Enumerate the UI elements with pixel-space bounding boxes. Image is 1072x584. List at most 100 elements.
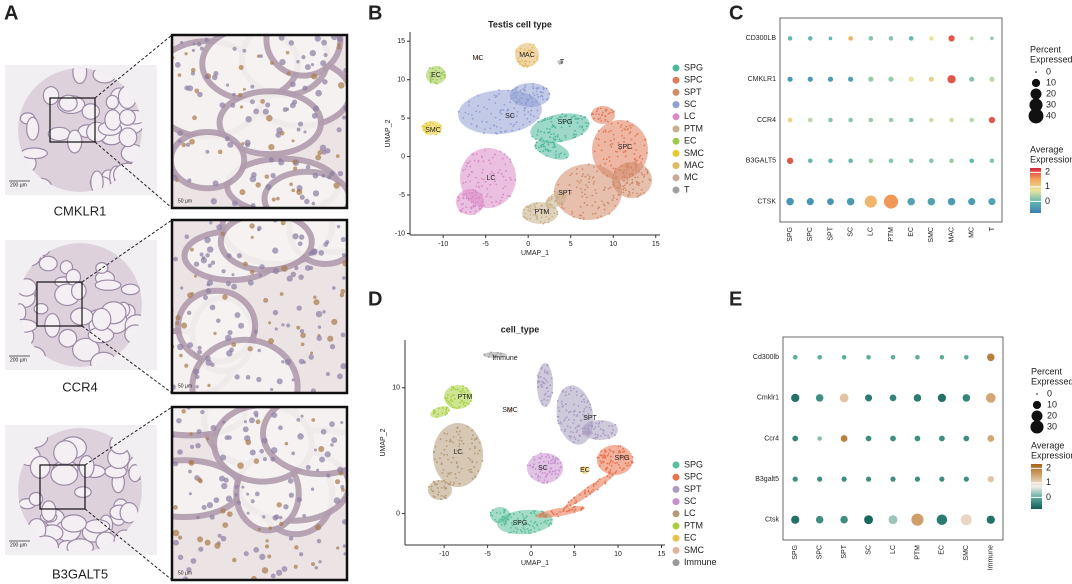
- nucleus: [302, 360, 306, 364]
- cell-point: [575, 431, 578, 434]
- cell-point: [539, 515, 542, 518]
- cell-point: [529, 532, 532, 534]
- cell-point: [554, 126, 557, 129]
- cell-point: [576, 118, 579, 121]
- cell-point: [533, 94, 536, 97]
- size-legend-dot: [1036, 393, 1038, 395]
- cell-point: [535, 87, 538, 90]
- cell-point: [512, 125, 514, 128]
- cell-point: [510, 522, 513, 524]
- nucleus: [276, 569, 283, 576]
- cell-point: [422, 125, 425, 128]
- expression-dot: [929, 117, 934, 123]
- cell-point: [568, 509, 571, 512]
- cell-point: [540, 467, 542, 470]
- nucleus: [322, 79, 328, 85]
- cell-point: [557, 422, 560, 425]
- zoom-link: [84, 406, 173, 466]
- cell-point: [468, 160, 471, 163]
- cell-point: [459, 449, 461, 451]
- cell-point: [561, 390, 564, 393]
- cell-point: [503, 522, 506, 525]
- cell-point: [538, 461, 541, 464]
- cell-point: [558, 153, 561, 156]
- tubule: [118, 108, 136, 126]
- cell-point: [568, 184, 571, 186]
- expression-dot: [936, 514, 948, 525]
- cell-point: [506, 109, 509, 112]
- expression-dot: [960, 514, 972, 526]
- nucleus: [225, 495, 233, 502]
- nucleus: [246, 492, 250, 496]
- cell-point: [551, 141, 554, 144]
- nucleus: [195, 374, 200, 380]
- nucleus: [249, 449, 256, 456]
- expression-dot: [928, 76, 934, 82]
- cluster-label: PTM: [535, 209, 550, 216]
- cell-point: [588, 406, 591, 409]
- cell-point: [637, 194, 640, 197]
- color-tick-label: 0: [1046, 492, 1051, 502]
- cluster-label: SPG: [513, 520, 528, 527]
- cell-point: [535, 141, 538, 144]
- cell-point: [428, 485, 430, 488]
- cell-point: [493, 355, 496, 358]
- cell-point: [569, 426, 572, 429]
- cell-point: [434, 411, 436, 413]
- nucleus: [288, 536, 294, 541]
- nucleus: [261, 437, 268, 444]
- cell-point: [480, 156, 483, 159]
- cell-point: [609, 111, 611, 114]
- cell-point: [524, 86, 526, 89]
- cell-point: [581, 118, 583, 120]
- cell-point: [502, 518, 505, 521]
- nucleus: [172, 174, 178, 181]
- tubule: [20, 147, 48, 160]
- nucleus: [291, 378, 295, 382]
- cell-point: [437, 479, 440, 482]
- nucleus: [299, 194, 305, 200]
- expression-dot: [888, 117, 894, 123]
- nucleus: [231, 342, 237, 348]
- nucleus: [275, 132, 282, 138]
- nucleus: [210, 424, 217, 431]
- cell-point: [465, 197, 468, 200]
- cell-point: [512, 96, 515, 99]
- expression-dot: [787, 36, 793, 41]
- cell-point: [635, 149, 637, 151]
- nucleus: [225, 334, 232, 342]
- cell-point: [548, 218, 550, 220]
- cell-point: [452, 441, 454, 444]
- nucleus: [329, 343, 336, 350]
- cell-point: [534, 468, 537, 470]
- cell-point: [512, 530, 515, 533]
- legend-label: LC: [684, 508, 696, 518]
- nucleus: [193, 261, 200, 267]
- cell-point: [447, 400, 450, 403]
- cell-point: [554, 458, 557, 461]
- cell-point: [546, 480, 549, 483]
- cell-point: [467, 162, 470, 165]
- group-label: SMC: [963, 545, 970, 561]
- cell-point: [544, 519, 547, 522]
- legend-swatch: [672, 174, 680, 182]
- cell-point: [622, 458, 625, 461]
- cell-point: [590, 424, 592, 427]
- cell-point: [458, 482, 461, 485]
- legend-swatch: [672, 186, 680, 194]
- color-tick-label: 2: [1046, 463, 1051, 473]
- color-tick-label: 0: [1045, 196, 1050, 206]
- nucleus: [242, 87, 246, 91]
- legend-label: Immune: [684, 557, 717, 567]
- nucleus: [341, 253, 346, 257]
- cell-point: [475, 461, 478, 464]
- cell-point: [480, 185, 483, 187]
- cell-point: [499, 130, 502, 133]
- nucleus: [175, 321, 180, 326]
- cell-point: [548, 523, 551, 526]
- expression-dot: [968, 198, 976, 206]
- cell-point: [464, 168, 467, 171]
- cell-point: [612, 451, 615, 454]
- size-legend-label: 10: [1046, 77, 1056, 87]
- nucleus: [189, 138, 195, 145]
